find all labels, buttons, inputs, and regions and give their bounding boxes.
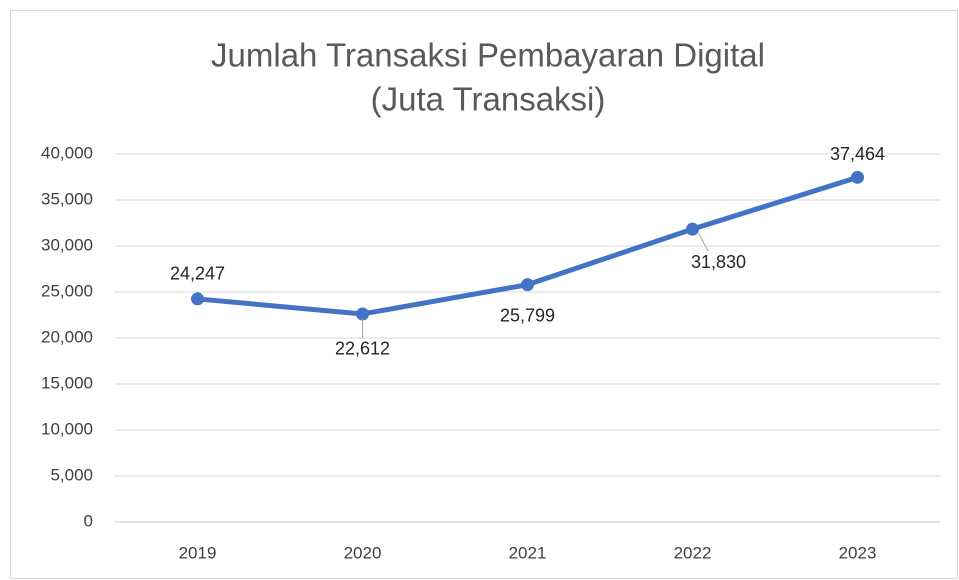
data-point bbox=[686, 222, 699, 236]
x-tick-label: 2022 bbox=[674, 543, 712, 562]
data-point bbox=[356, 307, 369, 321]
y-tick-label: 35,000 bbox=[41, 189, 93, 208]
x-tick-label: 2020 bbox=[344, 543, 382, 562]
data-label: 22,612 bbox=[335, 339, 390, 359]
leader-line bbox=[698, 232, 709, 252]
data-point bbox=[851, 170, 864, 184]
y-tick-label: 25,000 bbox=[41, 281, 93, 300]
y-tick-label: 20,000 bbox=[41, 327, 93, 346]
x-tick-label: 2023 bbox=[839, 543, 877, 562]
data-point bbox=[521, 278, 534, 292]
chart-title: (Juta Transaksi) bbox=[371, 81, 606, 118]
chart-title: Jumlah Transaksi Pembayaran Digital bbox=[211, 37, 765, 74]
y-tick-label: 15,000 bbox=[41, 373, 93, 392]
y-tick-label: 40,000 bbox=[41, 143, 93, 162]
data-point bbox=[191, 292, 204, 306]
y-tick-label: 10,000 bbox=[41, 419, 93, 438]
y-tick-label: 30,000 bbox=[41, 235, 93, 254]
y-tick-label: 5,000 bbox=[50, 465, 93, 484]
data-label: 31,830 bbox=[691, 252, 746, 272]
x-tick-label: 2021 bbox=[509, 543, 547, 562]
data-label: 25,799 bbox=[500, 305, 555, 325]
x-tick-label: 2019 bbox=[179, 543, 217, 562]
data-label: 24,247 bbox=[170, 264, 225, 284]
data-label: 37,464 bbox=[830, 144, 885, 164]
y-tick-label: 0 bbox=[84, 511, 93, 530]
